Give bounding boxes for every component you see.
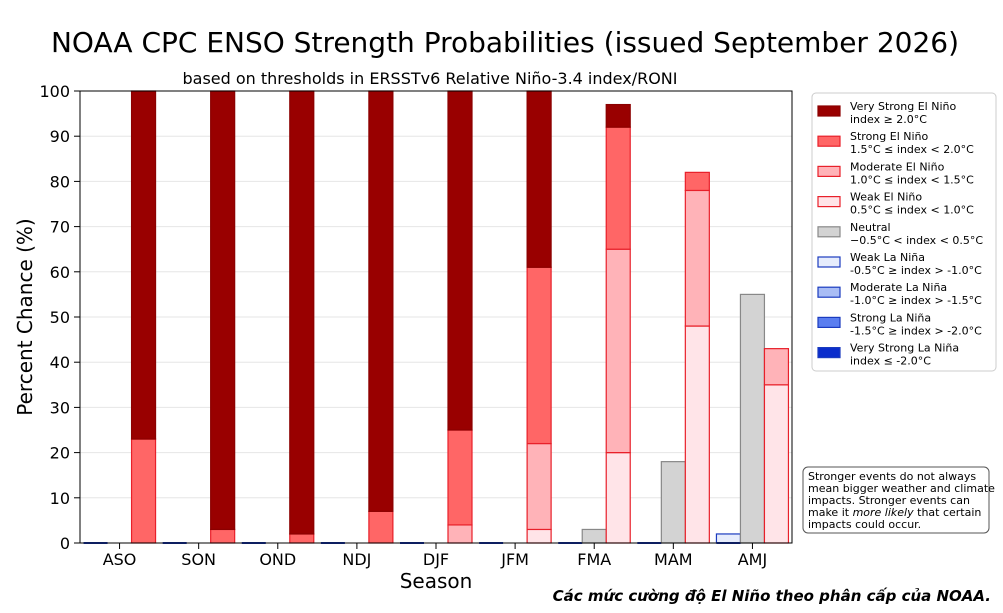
- bar-el-nino: [447, 429, 473, 526]
- note-line: Stronger events do not always: [808, 470, 976, 483]
- legend-label: Moderate El Niño: [850, 160, 945, 173]
- legend-range: 1.5°C ≤ index < 2.0°C: [850, 143, 974, 156]
- legend-swatch: [817, 347, 841, 359]
- y-tick-label: 20: [50, 444, 70, 463]
- legend-label: Moderate La Niña: [850, 281, 947, 294]
- bar-el-nino: [684, 325, 710, 544]
- note-border: [802, 466, 990, 534]
- bar-el-nino: [130, 90, 157, 440]
- legend-swatch: [817, 256, 841, 268]
- bar-el-nino: [605, 103, 631, 128]
- y-tick-label: 100: [39, 82, 70, 101]
- y-tick-label: 10: [50, 489, 70, 508]
- x-tick-label: FMA: [577, 550, 611, 569]
- legend-label: Weak La Niña: [850, 251, 925, 264]
- legend-label: Strong El Niño: [850, 130, 929, 143]
- chart-subtitle: based on thresholds in ERSSTv6 Relative …: [182, 69, 677, 88]
- bar-el-nino: [684, 189, 710, 327]
- bar-neutral: [739, 293, 766, 544]
- bar-el-nino: [605, 126, 631, 250]
- bar-el-nino: [368, 90, 394, 512]
- note-line: impacts could occur.: [808, 518, 921, 531]
- y-tick-label: 30: [50, 398, 70, 417]
- legend-range: index ≥ 2.0°C: [850, 113, 927, 126]
- legend-range: 0.5°C ≤ index < 1.0°C: [850, 204, 974, 217]
- legend-swatch: [817, 135, 841, 147]
- bar-el-nino: [447, 90, 473, 431]
- y-tick-label: 70: [50, 218, 70, 237]
- legend-label: Strong La Niña: [850, 311, 931, 324]
- bar-el-nino: [289, 90, 315, 535]
- x-axis-label: Season: [400, 569, 473, 593]
- note-line: impacts. Stronger events can: [808, 494, 970, 507]
- legend-range: 1.0°C ≤ index < 1.5°C: [850, 173, 974, 186]
- x-tick-label: NDJ: [342, 550, 371, 569]
- bar-el-nino: [447, 524, 473, 544]
- legend-range: index ≤ -2.0°C: [850, 355, 931, 368]
- bar-neutral: [660, 461, 686, 544]
- x-tick-label: OND: [259, 550, 296, 569]
- bar-el-nino: [763, 384, 790, 544]
- bar-el-nino: [210, 528, 236, 544]
- bar-el-nino: [763, 348, 790, 386]
- legend-swatch: [817, 316, 841, 328]
- legend-label: Neutral: [850, 221, 891, 234]
- y-axis-label: Percent Chance (%): [13, 218, 37, 415]
- legend-swatch: [817, 105, 841, 117]
- bar-el-nino: [130, 438, 157, 544]
- legend-label: Very Strong La Niña: [850, 342, 959, 355]
- legend-range: -1.0°C ≥ index > -1.5°C: [850, 294, 982, 307]
- plot-frame: [79, 90, 793, 544]
- axes: 0 10 20 30 40 50 60 70 80 90 100 ASO SON OND NDJ DJF JFM…: [39, 82, 793, 569]
- x-tick-label: DJF: [423, 550, 449, 569]
- y-tick-label: 80: [50, 172, 70, 191]
- y-tick-label: 90: [50, 127, 70, 146]
- note-line: make it more likely that certain: [808, 506, 981, 519]
- bar-el-nino: [526, 442, 552, 531]
- bar-el-nino: [526, 90, 552, 268]
- legend-range: -1.5°C ≥ index > -2.0°C: [850, 324, 982, 337]
- x-tick-label: AMJ: [738, 550, 767, 569]
- caption: Các mức cường độ El Niño theo phân cấp c…: [552, 587, 991, 605]
- y-tick-label: 40: [50, 353, 70, 372]
- bar-el-nino: [684, 171, 710, 192]
- legend-label: Very Strong El Niño: [850, 100, 956, 113]
- bar-el-nino: [368, 510, 394, 544]
- legend-swatch: [817, 196, 841, 208]
- legend-range: −0.5°C < index < 0.5°C: [850, 234, 983, 247]
- bar-el-nino: [605, 248, 631, 454]
- bar-el-nino: [289, 533, 315, 544]
- bar-neutral: [581, 528, 607, 544]
- legend-swatch: [817, 286, 841, 298]
- legend-label: Weak El Niño: [850, 191, 922, 204]
- note-line: mean bigger weather and climate: [808, 482, 995, 495]
- y-tick-label: 0: [60, 534, 70, 553]
- legend-box: [811, 92, 997, 372]
- x-tick-label: JFM: [500, 550, 529, 569]
- bar-el-nino: [526, 528, 552, 544]
- chart-title: NOAA CPC ENSO Strength Probabilities (is…: [51, 26, 959, 59]
- y-tick-label: 60: [50, 263, 70, 282]
- bar-la-nina: [715, 533, 742, 544]
- bar-el-nino: [605, 452, 631, 544]
- x-tick-label: ASO: [103, 550, 137, 569]
- y-tick-label: 50: [50, 308, 70, 327]
- bar-el-nino: [210, 90, 236, 531]
- x-tick-label: SON: [181, 550, 216, 569]
- legend-swatch: [817, 165, 841, 177]
- legend-range: -0.5°C ≥ index > -1.0°C: [850, 264, 982, 277]
- legend-swatch: [817, 226, 841, 238]
- x-tick-label: MAM: [654, 550, 693, 569]
- bar-el-nino: [526, 266, 552, 445]
